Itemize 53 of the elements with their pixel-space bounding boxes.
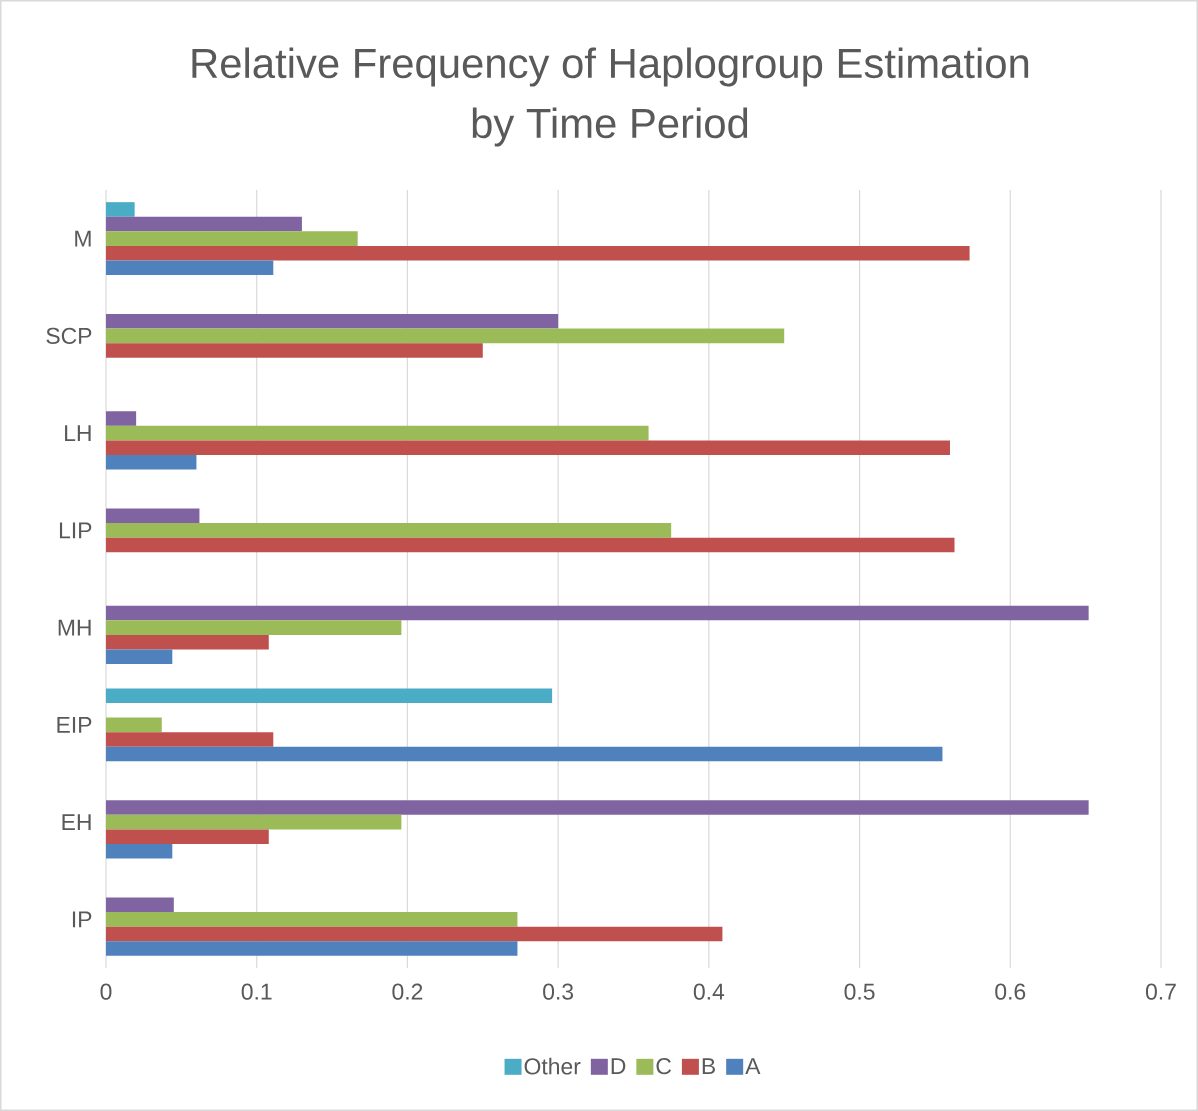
x-tick-label: 0.7	[1145, 983, 1176, 1000]
bar	[106, 912, 518, 927]
y-tick-label: MH	[58, 619, 91, 636]
bar	[106, 245, 970, 261]
y-tick-label: EIP	[57, 716, 92, 733]
bar	[106, 829, 269, 845]
y-tick-label: M	[75, 230, 91, 247]
bar	[106, 844, 173, 859]
bar	[106, 926, 723, 942]
bar	[106, 216, 302, 232]
bar	[106, 440, 950, 455]
chart-title: Relative Frequency of Haplogroup Estimation by Time Period	[192, 47, 1029, 147]
bar	[106, 814, 402, 830]
legend-label: B	[702, 1058, 715, 1074]
x-tick-label: 0	[100, 983, 112, 1000]
legend-label: Other	[524, 1057, 581, 1075]
legend-label: A	[745, 1058, 761, 1074]
bar	[106, 897, 174, 913]
x-tick-label: 0.4	[693, 983, 725, 1000]
bar	[106, 411, 137, 426]
bar	[106, 343, 483, 358]
y-tick-label: LIP	[59, 522, 92, 539]
bar	[106, 425, 649, 441]
legend-label: C	[656, 1058, 672, 1075]
x-tick-label: 0.6	[995, 983, 1026, 1000]
y-tick-label: LH	[65, 425, 91, 442]
bar	[106, 620, 402, 635]
bar	[106, 634, 269, 650]
bar	[106, 537, 955, 553]
bar	[106, 455, 197, 470]
bar	[106, 649, 173, 665]
bar	[106, 313, 559, 329]
bar	[106, 605, 1089, 621]
bar	[106, 732, 274, 747]
bar	[106, 523, 672, 538]
x-tick-label: 0.3	[543, 983, 574, 1000]
bar	[106, 746, 943, 762]
y-tick-label: SCP	[46, 327, 92, 344]
y-tick-label: EH	[62, 814, 91, 831]
bar	[106, 328, 785, 344]
y-tick-label: IP	[72, 911, 92, 928]
x-tick-label: 0.2	[392, 983, 423, 1000]
bar	[106, 231, 358, 246]
bar	[106, 688, 553, 703]
bar	[106, 508, 200, 524]
x-tick-label: 0.1	[241, 983, 272, 1000]
bar	[106, 260, 274, 276]
bar	[106, 800, 1089, 815]
x-tick-label: 0.5	[844, 983, 875, 1000]
bar	[106, 202, 135, 217]
legend-label: D	[611, 1058, 626, 1074]
bar	[106, 717, 162, 733]
bar	[106, 941, 518, 956]
